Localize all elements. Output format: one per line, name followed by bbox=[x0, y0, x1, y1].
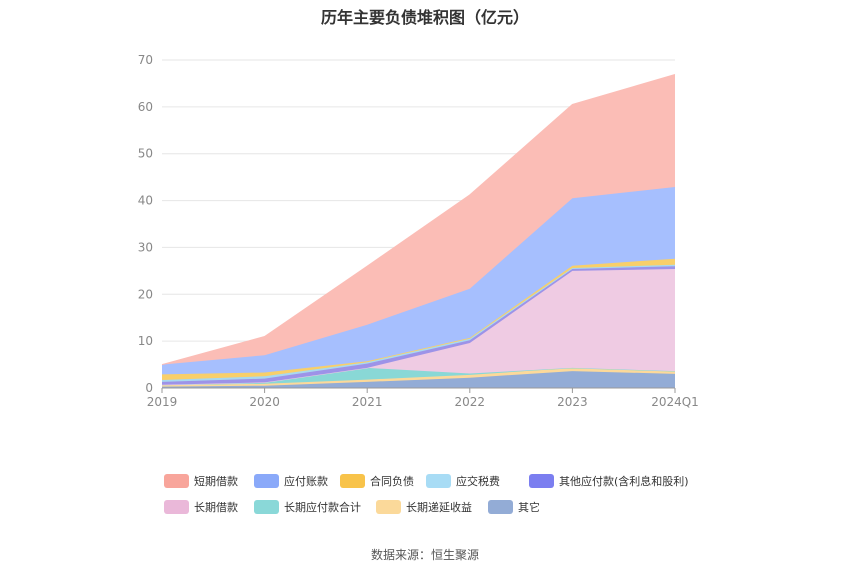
legend-item[interactable]: 短期借款 bbox=[164, 473, 238, 489]
legend-swatch bbox=[254, 474, 279, 488]
y-tick-label: 50 bbox=[138, 147, 153, 161]
legend-swatch bbox=[426, 474, 451, 488]
legend-label: 长期递延收益 bbox=[406, 501, 472, 514]
legend-swatch bbox=[164, 500, 189, 514]
legend-label: 短期借款 bbox=[194, 475, 238, 488]
area-series-line-8 bbox=[161, 74, 676, 366]
area-series-2 bbox=[162, 367, 675, 386]
legend-item[interactable]: 长期递延收益 bbox=[376, 499, 472, 515]
chart-title: 历年主要负债堆积图（亿元） bbox=[320, 8, 529, 27]
legend-swatch bbox=[340, 474, 365, 488]
x-tick-label: 2024Q1 bbox=[651, 395, 699, 409]
legend-swatch bbox=[376, 500, 401, 514]
x-tick-label: 2019 bbox=[147, 395, 178, 409]
legend-label: 应交税费 bbox=[456, 475, 500, 488]
y-tick-label: 0 bbox=[145, 381, 153, 395]
y-tick-label: 20 bbox=[138, 287, 153, 301]
legend-item[interactable]: 合同负债 bbox=[340, 473, 414, 489]
y-tick-label: 10 bbox=[138, 334, 153, 348]
x-tick-label: 2021 bbox=[352, 395, 383, 409]
legend-item[interactable]: 其它 bbox=[488, 499, 540, 515]
legend-item[interactable]: 长期借款 bbox=[164, 499, 238, 515]
legend-item[interactable]: 应付账款 bbox=[254, 473, 328, 489]
legend-label: 长期借款 bbox=[194, 501, 238, 514]
x-tick-label: 2022 bbox=[455, 395, 486, 409]
legend-label: 其它 bbox=[518, 501, 540, 514]
y-tick-label: 70 bbox=[138, 53, 153, 67]
y-tick-label: 30 bbox=[138, 240, 153, 254]
stacked-area-chart: 0 10 20 30 40 50 60 70 2019 2020 2021 2022 2023 2024Q… bbox=[138, 53, 699, 409]
legend-label: 长期应付款合计 bbox=[284, 501, 361, 514]
legend-swatch bbox=[164, 474, 189, 488]
legend-item[interactable]: 其他应付款(含利息和股利) bbox=[529, 473, 689, 489]
legend-label: 合同负债 bbox=[370, 475, 414, 488]
legend-item[interactable]: 应交税费 bbox=[426, 473, 500, 489]
area-series-3 bbox=[162, 269, 675, 385]
y-tick-label: 40 bbox=[138, 194, 153, 208]
x-tick-label: 2023 bbox=[557, 395, 588, 409]
area-series-0 bbox=[162, 371, 675, 388]
legend-swatch bbox=[529, 474, 554, 488]
data-source: 数据来源：恒生聚源 bbox=[370, 548, 479, 562]
area-series-8 bbox=[162, 74, 675, 365]
area-series-7 bbox=[162, 187, 675, 375]
y-tick-label: 60 bbox=[138, 100, 153, 114]
x-tick-label: 2020 bbox=[249, 395, 280, 409]
legend-item[interactable]: 长期应付款合计 bbox=[254, 499, 361, 515]
legend-swatch bbox=[488, 500, 513, 514]
legend-swatch bbox=[254, 500, 279, 514]
legend-label: 其他应付款(含利息和股利) bbox=[559, 475, 689, 488]
legend-label: 应付账款 bbox=[284, 475, 328, 488]
